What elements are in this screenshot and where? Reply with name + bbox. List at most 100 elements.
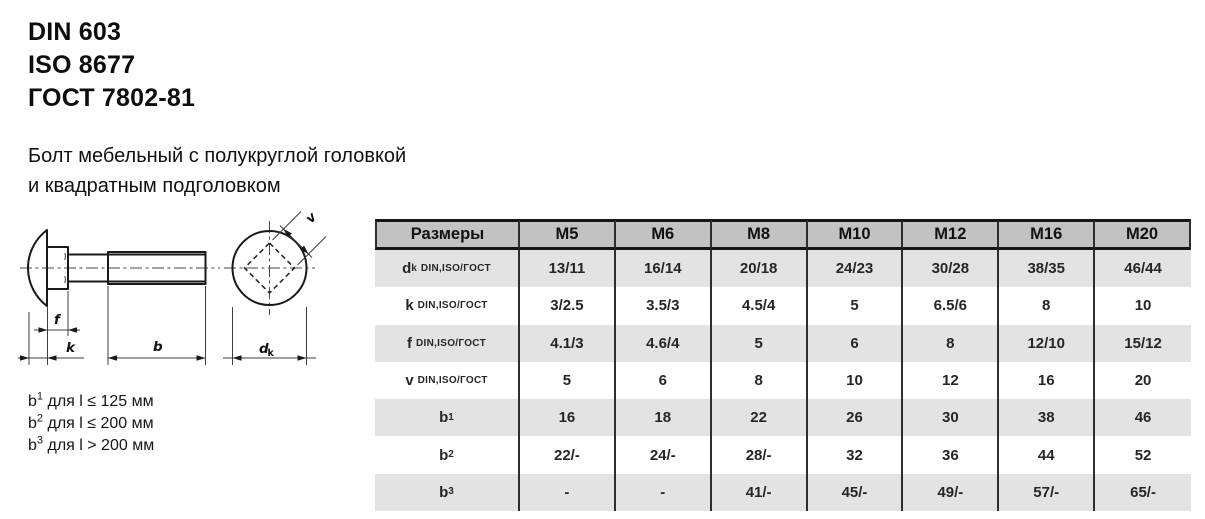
cell-v-m6: 6 [615,361,712,400]
col-header-m8: M8 [711,219,808,250]
cell-b2-m12: 36 [903,436,1000,474]
col-header-m10: M10 [807,219,904,250]
cell-f-m10: 6 [807,324,904,362]
arrow-icon [297,355,307,361]
row-label-standards-suffix: DIN,ISO/ГОСТ [420,263,491,275]
dimension-k-label: k [66,340,76,356]
cell-k-m16: 8 [999,287,1096,325]
dimension-dk-sub-label: k [268,348,275,359]
extension-lines [28,286,206,365]
cell-dk-m6: 16/14 [615,250,712,288]
shank-outline [67,253,207,283]
arrow-icon [283,229,292,238]
col-header-m16: M16 [999,219,1096,250]
cell-v-m5: 5 [520,361,616,400]
cell-b3-m12: 49/- [903,473,1000,512]
cell-k-m10: 5 [807,287,904,325]
cell-k-m5: 3/2.5 [520,287,616,325]
dimension-dk-label: d [259,341,269,357]
standard-iso: ISO 8677 [28,51,136,79]
standard-gost: ГОСТ 7802-81 [28,84,196,112]
col-header-m12: M12 [903,219,1000,250]
hidden-square-neck [243,241,296,295]
cell-k-m6: 3.5/3 [615,287,712,325]
cell-b3-m20: 65/- [1095,473,1191,512]
cell-f-m6: 4.6/4 [615,324,712,362]
cell-v-m10: 10 [807,361,904,400]
footnotes: b1 для l ≤ 125 мм b2 для l ≤ 200 мм b3 для… [28,391,154,457]
arrow-icon [38,327,48,333]
footnote-superscript: 2 [36,412,44,425]
dimension-lines-side: f k b [18,286,206,365]
col-header-m5: M5 [520,219,616,250]
row-label-symbol: b [439,483,449,501]
size-column-header: Размеры [375,219,520,250]
row-label-symbol: d [402,260,412,278]
spec-table: Размеры M5 M6 M8 M10 M12 M16 M20 d k DIN,ISO/ГОСТ 1… [375,219,1191,512]
cell-dk-m20: 46/44 [1095,250,1191,288]
cell-b3-m16: 57/- [999,473,1096,512]
row-label-f: f DIN,ISO/ГОСТ [375,324,520,362]
row-label-dk: d k DIN,ISO/ГОСТ [375,250,520,288]
cell-k-m20: 10 [1095,287,1191,325]
standard-din: DIN 603 [28,18,122,46]
product-title-line2: и квадратным подголовком [28,175,281,197]
col-header-m6: M6 [615,219,712,250]
bolt-side-view [20,229,220,309]
cell-b1-m5: 16 [520,399,616,437]
arrow-icon [300,245,309,254]
footnote-superscript: 1 [36,390,44,403]
row-label-symbol: b [439,446,449,464]
cell-b3-m6: - [615,473,712,512]
neck-corner-edges [64,252,66,284]
cell-dk-m5: 13/11 [520,250,616,288]
bolt-head-view: v d k [223,208,327,365]
cell-b1-m8: 22 [711,399,808,437]
row-label-standards-suffix: DIN,ISO/ГОСТ [415,337,486,349]
cell-k-m12: 6.5/6 [903,287,1000,325]
bolt-technical-drawing: f k b v d k [18,208,327,365]
row-label-symbol: f [406,334,412,352]
footnote-2: b2 для l ≤ 200 мм [28,413,154,435]
footnote-text: для l > 200 мм [43,437,155,454]
head-circle [231,230,308,306]
arrow-icon [232,355,242,361]
arrow-icon [47,355,57,361]
cell-f-m5: 4.1/3 [520,324,616,362]
cell-b2-m6: 24/- [615,436,712,474]
arrow-icon [108,355,117,361]
arrow-icon [68,327,77,333]
cell-b1-m20: 46 [1095,399,1191,437]
row-label-standards-suffix: DIN,ISO/ГОСТ [417,300,488,312]
cell-dk-m12: 30/28 [903,250,1000,288]
cell-b1-m10: 26 [807,399,904,437]
cell-b2-m5: 22/- [520,436,616,474]
cell-dk-m16: 38/35 [999,250,1096,288]
cell-b3-m5: - [520,473,616,512]
cell-v-m20: 20 [1095,361,1191,400]
cell-f-m16: 12/10 [999,324,1096,362]
product-title: Болт мебельный с полукруглой головкой и … [28,141,406,201]
cell-b1-m12: 30 [903,399,1000,437]
cell-v-m16: 16 [999,361,1096,400]
standards-block: DIN 603 ISO 8677 ГОСТ 7802-81 [28,16,195,115]
arrow-icon [196,355,206,361]
dimension-b-label: b [153,339,163,355]
cell-f-m12: 8 [903,324,1000,362]
footnote-superscript: 3 [36,434,44,447]
cell-f-m20: 15/12 [1095,324,1191,362]
col-header-m20: M20 [1095,219,1191,250]
cell-b2-m20: 52 [1095,436,1191,474]
cell-b1-m6: 18 [615,399,712,437]
bolt-head-dome [27,229,48,309]
footnote-text: для l ≤ 200 мм [43,415,154,432]
cell-b3-m10: 45/- [807,473,904,512]
cell-dk-m8: 20/18 [711,250,808,288]
dimension-f-label: f [54,312,62,328]
cell-b2-m16: 44 [999,436,1096,474]
footnote-symbol: b [28,393,37,410]
dimension-v-label: v [303,208,321,226]
